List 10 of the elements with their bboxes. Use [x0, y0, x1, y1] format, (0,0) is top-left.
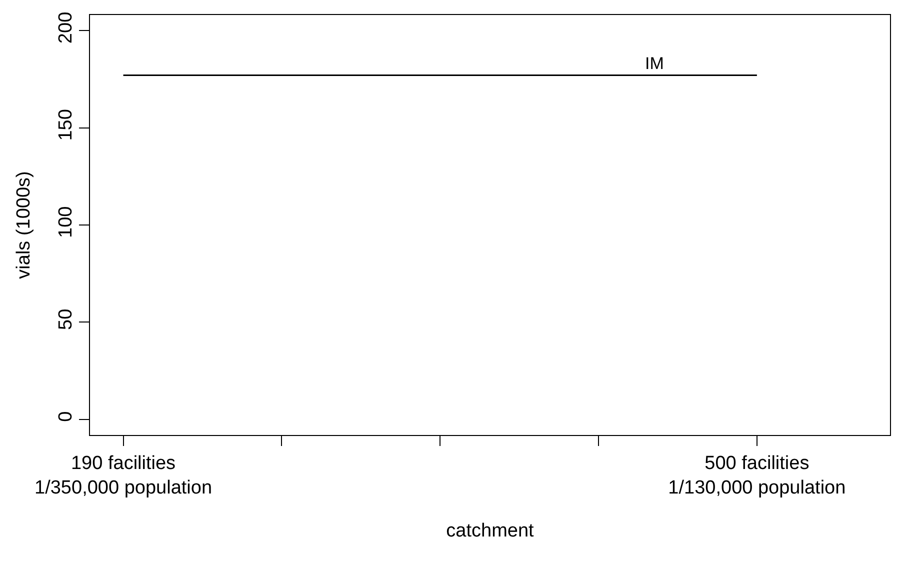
x-tick-label: 190 facilities 1/350,000 population	[34, 452, 212, 498]
annotation: IM	[645, 54, 664, 73]
y-tick-label: 100	[55, 206, 76, 238]
y-tick-label: 0	[55, 411, 76, 422]
y-axis-title: vials (1000s)	[13, 171, 34, 279]
y-tick-label: 150	[55, 109, 76, 141]
x-tick-label: 500 facilities 1/130,000 population	[668, 452, 846, 498]
y-tick-label: 200	[55, 12, 76, 44]
y-tick-label: 50	[55, 308, 76, 330]
x-axis-title: catchment	[446, 520, 535, 542]
